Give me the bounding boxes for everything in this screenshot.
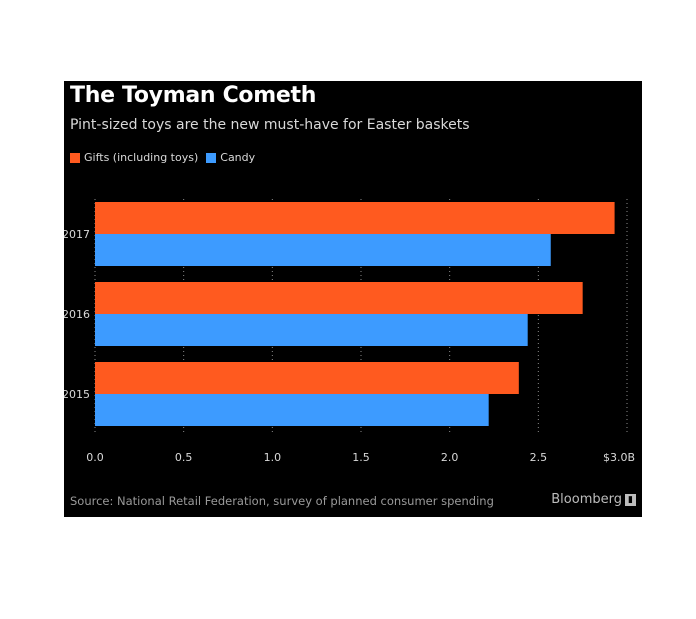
x-tick-label: 2.0 <box>441 451 459 464</box>
y-category-label: 2015 <box>64 388 90 401</box>
legend-item-gifts: Gifts (including toys) <box>70 151 198 164</box>
x-tick-label: 2.5 <box>530 451 548 464</box>
y-category-label: 2016 <box>64 308 90 321</box>
x-tick-label: $3.0B <box>603 451 635 464</box>
brand-name: Bloomberg <box>551 492 622 507</box>
legend-label-candy: Candy <box>220 151 256 164</box>
bar-candy <box>95 394 489 426</box>
legend-swatch-candy <box>206 152 217 163</box>
bar-gifts <box>95 362 519 394</box>
legend-label-gifts: Gifts (including toys) <box>84 151 199 164</box>
chart-subtitle: Pint-sized toys are the new must-have fo… <box>70 117 470 133</box>
y-category-label: 2017 <box>64 228 90 241</box>
chart-card: 0.0 0.5 1.0 1.5 2.0 2.5 $3.0B 2017 2016 2015 The … <box>64 81 642 517</box>
bar-gifts <box>95 282 583 314</box>
x-tick-label: 0.0 <box>86 451 104 464</box>
x-tick-label: 1.5 <box>352 451 370 464</box>
chart-title: The Toyman Cometh <box>70 83 317 108</box>
legend-swatch-gifts <box>70 152 80 163</box>
brand-logo: Bloomberg ▮ <box>551 492 636 507</box>
bar-candy <box>95 234 551 266</box>
x-tick-label: 1.0 <box>264 451 282 464</box>
brand-icon: ▮ <box>625 493 636 506</box>
chart-plot: 0.0 0.5 1.0 1.5 2.0 2.5 $3.0B 2017 2016 2015 <box>64 199 635 464</box>
legend-item-candy: Candy <box>206 151 255 164</box>
bar-gifts <box>95 202 615 234</box>
source-note: Source: National Retail Federation, surv… <box>70 494 494 508</box>
x-tick-label: 0.5 <box>175 451 193 464</box>
chart-legend: Gifts (including toys) Candy <box>70 151 255 164</box>
bar-candy <box>95 314 528 346</box>
